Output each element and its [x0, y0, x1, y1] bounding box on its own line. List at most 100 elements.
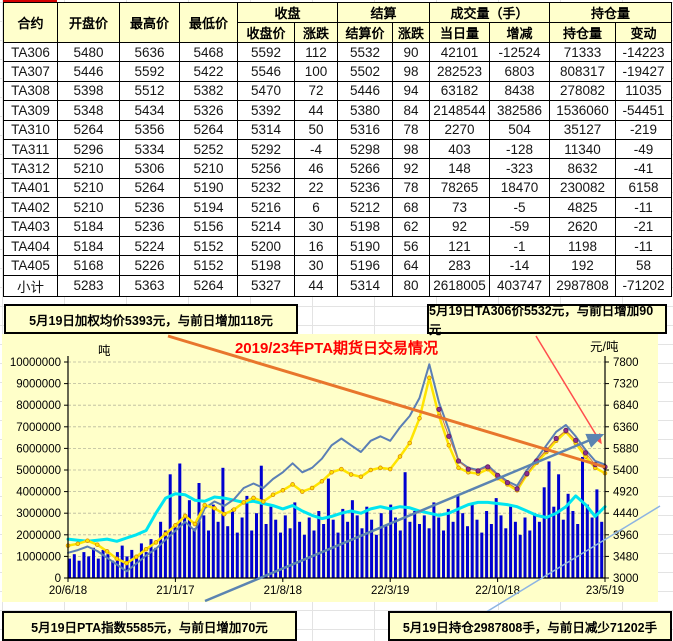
contract-cell[interactable]: TA307 [3, 61, 58, 82]
value-cell[interactable]: 5196 [337, 255, 393, 276]
value-cell[interactable]: 5264 [179, 119, 238, 140]
value-cell[interactable]: -71202 [615, 274, 672, 297]
value-cell[interactable]: 5298 [337, 138, 393, 160]
contract-cell[interactable]: TA401 [3, 177, 58, 199]
value-cell[interactable]: 5468 [179, 41, 238, 63]
contract-cell[interactable]: TA404 [3, 235, 58, 257]
value-cell[interactable]: 5212 [337, 197, 393, 218]
group-header[interactable]: 结算 [337, 2, 430, 23]
value-cell[interactable]: 5236 [119, 197, 180, 218]
value-cell[interactable]: 22 [294, 177, 338, 199]
value-cell[interactable]: 94 [392, 80, 430, 102]
value-cell[interactable]: 5392 [237, 100, 295, 121]
value-cell[interactable]: 5592 [237, 41, 295, 63]
banner-pta-index[interactable]: 5月19日PTA指数5585元，与前日增加70元 [2, 611, 297, 641]
value-cell[interactable]: -49 [615, 138, 672, 160]
value-cell[interactable]: 5446 [57, 61, 120, 82]
value-cell[interactable]: 11340 [549, 138, 616, 160]
value-cell[interactable]: 282523 [429, 61, 490, 82]
value-cell[interactable]: -11 [615, 235, 672, 257]
value-cell[interactable]: 5470 [237, 80, 295, 102]
value-cell[interactable]: 808317 [549, 61, 616, 82]
value-cell[interactable]: 16 [294, 235, 338, 257]
contract-cell[interactable]: TA312 [3, 158, 58, 179]
value-cell[interactable]: 5480 [57, 41, 120, 63]
value-cell[interactable]: 92 [392, 158, 430, 179]
column-header[interactable]: 最高价 [119, 2, 180, 43]
value-cell[interactable]: 44 [294, 274, 338, 297]
value-cell[interactable]: 5210 [57, 158, 120, 179]
value-cell[interactable]: -41 [615, 158, 672, 179]
value-cell[interactable]: 100 [294, 61, 338, 82]
contract-cell[interactable]: TA306 [3, 41, 58, 63]
value-cell[interactable]: 2987808 [549, 274, 616, 297]
value-cell[interactable]: 5502 [337, 61, 393, 82]
contract-cell[interactable]: TA311 [3, 138, 58, 160]
column-header[interactable]: 收盘价 [237, 22, 295, 43]
value-cell[interactable]: 382586 [489, 100, 550, 121]
value-cell[interactable]: 90 [392, 41, 430, 63]
value-cell[interactable]: 35127 [549, 119, 616, 140]
value-cell[interactable]: 5236 [119, 216, 180, 237]
value-cell[interactable]: 5532 [337, 41, 393, 63]
value-cell[interactable]: 5292 [237, 138, 295, 160]
banner-open-interest[interactable]: 5月19日持仓2987808手，与前日减少71202手 [388, 611, 672, 641]
value-cell[interactable]: 6803 [489, 61, 550, 82]
value-cell[interactable]: 5156 [179, 216, 238, 237]
value-cell[interactable]: 5264 [119, 177, 180, 199]
value-cell[interactable]: 5512 [119, 80, 180, 102]
column-header[interactable]: 增减 [489, 22, 550, 43]
column-header[interactable]: 当日量 [429, 22, 490, 43]
value-cell[interactable]: -14 [489, 255, 550, 276]
value-cell[interactable]: 1198 [549, 235, 616, 257]
value-cell[interactable]: 64 [392, 255, 430, 276]
value-cell[interactable]: 5232 [237, 177, 295, 199]
value-cell[interactable]: 5224 [119, 235, 180, 257]
value-cell[interactable]: 98 [392, 138, 430, 160]
value-cell[interactable]: 5214 [237, 216, 295, 237]
value-cell[interactable]: 2620 [549, 216, 616, 237]
column-header[interactable]: 最低价 [179, 2, 238, 43]
value-cell[interactable]: 5434 [119, 100, 180, 121]
value-cell[interactable]: 112 [294, 41, 338, 63]
value-cell[interactable]: 5326 [179, 100, 238, 121]
value-cell[interactable]: 5210 [57, 197, 120, 218]
value-cell[interactable]: -219 [615, 119, 672, 140]
value-cell[interactable]: 5194 [179, 197, 238, 218]
value-cell[interactable]: 5198 [337, 216, 393, 237]
value-cell[interactable]: -4 [294, 138, 338, 160]
value-cell[interactable]: 5636 [119, 41, 180, 63]
value-cell[interactable]: 73 [429, 197, 490, 218]
value-cell[interactable]: 5264 [57, 119, 120, 140]
value-cell[interactable]: 11035 [615, 80, 672, 102]
value-cell[interactable]: 5283 [57, 274, 120, 297]
contract-cell[interactable]: TA402 [3, 197, 58, 218]
group-header[interactable]: 收盘 [237, 2, 338, 23]
value-cell[interactable]: 121 [429, 235, 490, 257]
pta-daily-chart[interactable]: 2019/23年PTA期货日交易情况 吨 元/吨 0 1000000 2000000… [2, 334, 658, 602]
column-header[interactable]: 合约 [3, 2, 58, 43]
value-cell[interactable]: 5198 [237, 255, 295, 276]
value-cell[interactable]: 6 [294, 197, 338, 218]
value-cell[interactable]: 1536060 [549, 100, 616, 121]
value-cell[interactable]: 5226 [119, 255, 180, 276]
value-cell[interactable]: -21 [615, 216, 672, 237]
column-header[interactable]: 涨跌 [294, 22, 338, 43]
column-header[interactable]: 变动 [615, 22, 672, 43]
value-cell[interactable]: 5316 [337, 119, 393, 140]
value-cell[interactable]: 42101 [429, 41, 490, 63]
value-cell[interactable]: 5256 [237, 158, 295, 179]
contract-cell[interactable]: TA405 [3, 255, 58, 276]
value-cell[interactable]: 5314 [237, 119, 295, 140]
value-cell[interactable]: 5296 [57, 138, 120, 160]
value-cell[interactable]: 230082 [549, 177, 616, 199]
value-cell[interactable]: 56 [392, 235, 430, 257]
value-cell[interactable]: 403747 [489, 274, 550, 297]
contract-cell[interactable]: TA310 [3, 119, 58, 140]
column-header[interactable]: 涨跌 [392, 22, 430, 43]
value-cell[interactable]: -59 [489, 216, 550, 237]
value-cell[interactable]: 5152 [179, 235, 238, 257]
value-cell[interactable]: 5314 [337, 274, 393, 297]
value-cell[interactable]: -1 [489, 235, 550, 257]
value-cell[interactable]: 5190 [179, 177, 238, 199]
